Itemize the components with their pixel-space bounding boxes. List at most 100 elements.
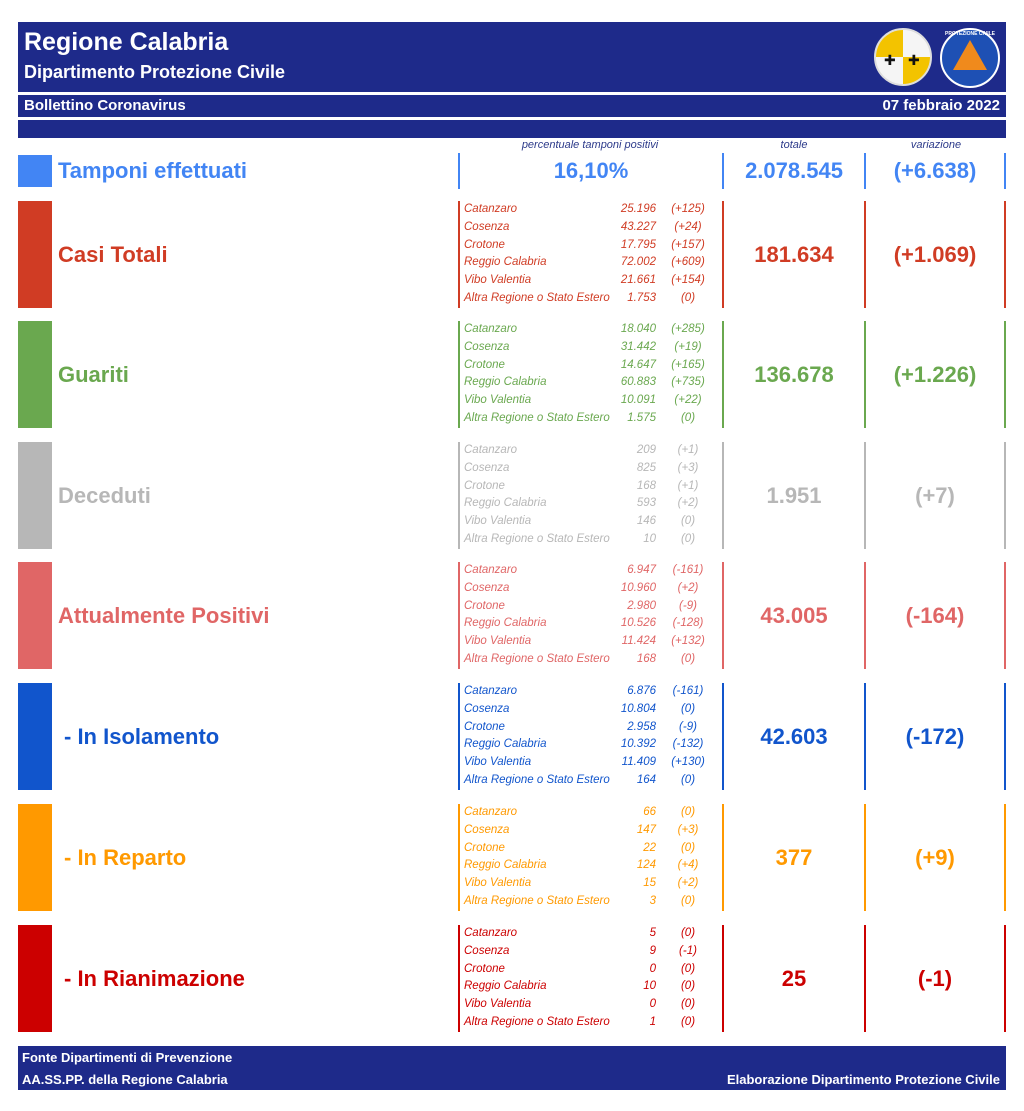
in-isolamento-total: 42.603	[760, 723, 828, 749]
province-delta: (+130)	[671, 756, 705, 769]
province-value: 168	[636, 652, 656, 665]
province-delta: (+3)	[677, 461, 699, 474]
province-row: Altra Regione o Stato Estero 164 (0)	[464, 774, 714, 792]
province-row: Reggio Calabria 124 (+4)	[464, 859, 714, 877]
attualmente-positivi-divider	[722, 562, 724, 669]
province-delta: (0)	[680, 894, 696, 907]
province-row: Catanzaro 18.040 (+285)	[464, 323, 714, 341]
deceduti-variation: (+7)	[915, 482, 955, 508]
deceduti-color-box	[18, 442, 52, 549]
province-delta: (+19)	[674, 340, 702, 353]
province-value: 10	[643, 980, 656, 993]
province-value: 825	[636, 461, 656, 474]
footer-source-line2: AA.SS.PP. della Regione Calabria	[22, 1072, 228, 1087]
guariti-total: 136.678	[754, 361, 834, 387]
province-value: 1	[649, 1015, 656, 1028]
province-delta: (0)	[680, 291, 696, 304]
province-value: 593	[636, 497, 656, 510]
in-isolamento-province-list: Catanzaro 6.876 (-161) Cosenza 10.804 (0) Crot…	[464, 685, 714, 792]
in-rianimazione-divider	[722, 925, 724, 1032]
province-delta: (0)	[680, 927, 696, 939]
province-value: 11.409	[621, 756, 656, 769]
province-row: Vibo Valentia 21.661 (+154)	[464, 274, 714, 292]
in-reparto-color-box	[18, 804, 52, 911]
province-name: Catanzaro	[464, 806, 518, 818]
deceduti-divider	[458, 442, 460, 549]
in-isolamento-label: - In Isolamento	[64, 723, 220, 749]
guariti-divider	[458, 321, 460, 428]
province-delta: (0)	[680, 962, 696, 975]
footer-banner: Fonte Dipartimenti di Prevenzione AA.SS.…	[18, 1046, 1006, 1090]
province-delta: (0)	[680, 652, 696, 665]
divider-bar	[18, 120, 1006, 138]
casi-totali-color-box	[18, 201, 52, 308]
province-row: Altra Regione o Stato Estero 3 (0)	[464, 895, 714, 913]
province-delta: (+2)	[677, 581, 699, 594]
in-reparto-total: 377	[775, 844, 813, 870]
province-name: Altra Regione o Stato Estero	[464, 411, 610, 424]
province-name: Crotone	[464, 720, 505, 733]
province-value: 3	[649, 894, 656, 907]
province-value: 6.947	[627, 564, 656, 576]
province-row: Crotone 2.958 (-9)	[464, 721, 714, 739]
province-name: Cosenza	[464, 461, 510, 474]
province-delta: (0)	[680, 806, 696, 818]
col-header-variation: variazione	[910, 139, 962, 151]
province-value: 43.227	[620, 220, 656, 233]
province-value: 9	[649, 944, 656, 957]
province-delta: (0)	[680, 841, 696, 854]
calabria-coat-of-arms-icon: ✚ ✚	[874, 28, 932, 86]
province-name: Crotone	[464, 358, 505, 371]
in-isolamento-color-box	[18, 683, 52, 790]
province-name: Vibo Valentia	[464, 394, 532, 407]
province-value: 21.661	[620, 274, 656, 287]
province-delta: (+24)	[674, 220, 702, 233]
in-rianimazione-label: - In Rianimazione	[64, 965, 245, 991]
province-value: 2.980	[627, 599, 656, 612]
province-name: Vibo Valentia	[464, 756, 532, 769]
province-name: Altra Regione o Stato Estero	[464, 894, 610, 907]
province-name: Reggio Calabria	[464, 256, 547, 269]
province-name: Vibo Valentia	[464, 635, 532, 648]
in-isolamento-divider	[1004, 683, 1006, 790]
province-delta: (+165)	[671, 358, 705, 371]
province-row: Vibo Valentia 11.409 (+130)	[464, 756, 714, 774]
province-name: Vibo Valentia	[464, 515, 532, 528]
province-row: Cosenza 10.804 (0)	[464, 703, 714, 721]
province-delta: (0)	[680, 1015, 696, 1028]
province-value: 25.196	[620, 203, 656, 215]
guariti-divider	[722, 321, 724, 428]
province-delta: (-1)	[679, 944, 697, 957]
province-row: Catanzaro 6.947 (-161)	[464, 564, 714, 582]
province-row: Cosenza 10.960 (+2)	[464, 582, 714, 600]
province-name: Cosenza	[464, 823, 510, 836]
province-value: 22	[643, 841, 656, 854]
province-value: 10	[643, 532, 656, 545]
province-row: Cosenza 43.227 (+24)	[464, 221, 714, 239]
province-name: Catanzaro	[464, 927, 518, 939]
tamponi-divider	[458, 153, 460, 189]
province-name: Altra Regione o Stato Estero	[464, 773, 610, 786]
province-row: Reggio Calabria 72.002 (+609)	[464, 256, 714, 274]
deceduti-divider	[1004, 442, 1006, 549]
province-delta: (+1)	[677, 479, 699, 492]
tamponi-divider	[864, 153, 866, 189]
province-row: Reggio Calabria 593 (+2)	[464, 497, 714, 515]
province-name: Altra Regione o Stato Estero	[464, 291, 610, 304]
province-name: Cosenza	[464, 340, 510, 353]
province-name: Crotone	[464, 238, 505, 251]
province-value: 124	[636, 859, 656, 872]
province-name: Catanzaro	[464, 323, 518, 335]
province-row: Vibo Valentia 10.091 (+22)	[464, 394, 714, 412]
bulletin-bar: Bollettino Coronavirus 07 febbraio 2022	[18, 95, 1006, 117]
province-delta: (0)	[680, 980, 696, 993]
province-name: Reggio Calabria	[464, 859, 547, 872]
guariti-province-list: Catanzaro 18.040 (+285) Cosenza 31.442 (+19) C…	[464, 323, 714, 430]
province-row: Reggio Calabria 10.526 (-128)	[464, 617, 714, 635]
province-name: Catanzaro	[464, 685, 518, 697]
province-value: 10.526	[620, 617, 656, 630]
province-value: 17.795	[620, 238, 656, 251]
province-name: Crotone	[464, 479, 505, 492]
province-delta: (+285)	[671, 323, 705, 335]
footer-source-line1: Fonte Dipartimenti di Prevenzione	[22, 1050, 233, 1065]
